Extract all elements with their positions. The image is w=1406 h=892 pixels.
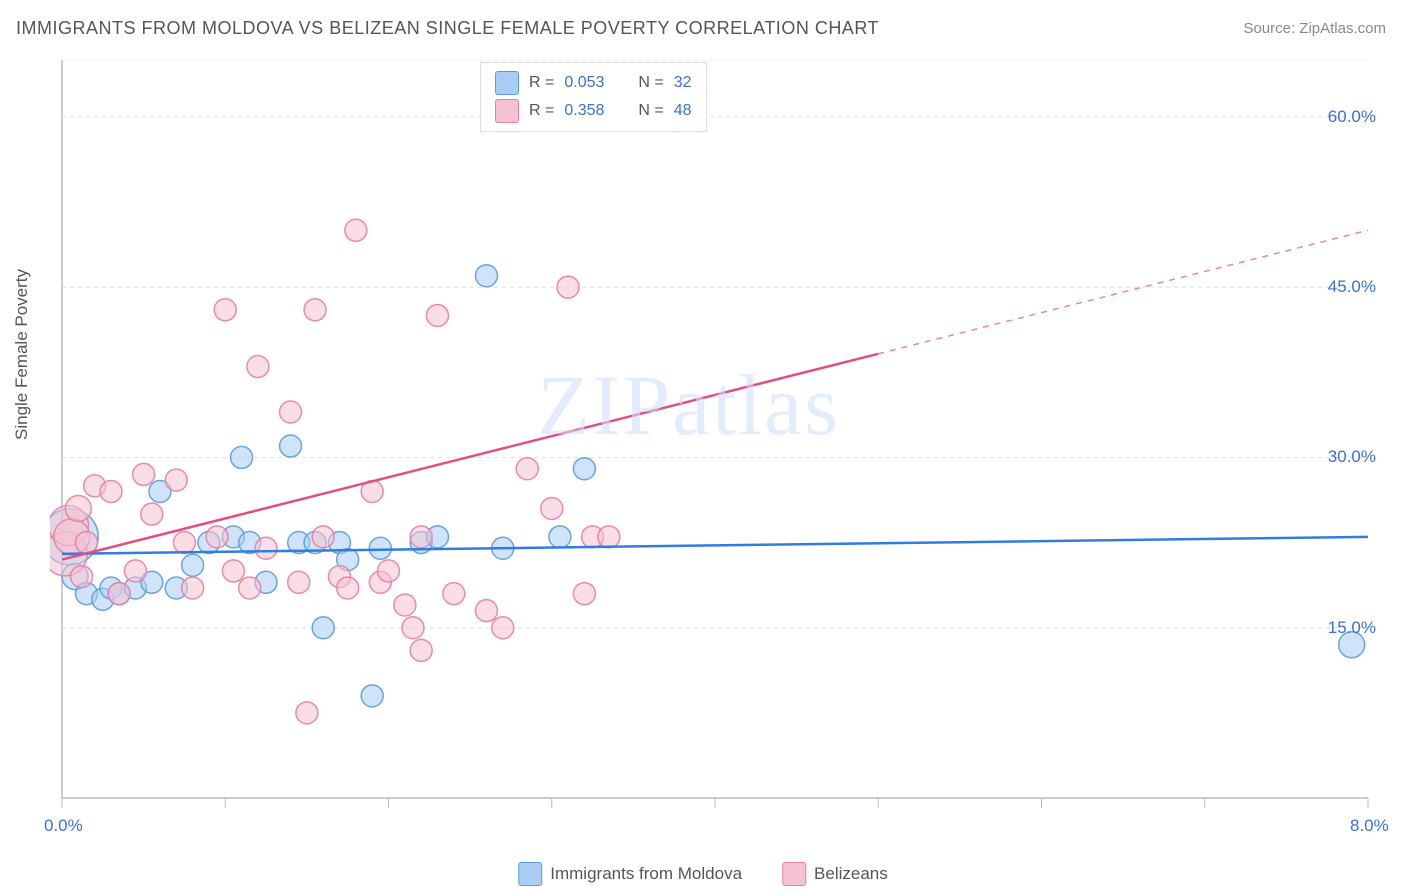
plot-area: ZIPatlas R =0.053N =32R =0.358N =48: [50, 60, 1380, 810]
y-tick-label: 60.0%: [1328, 107, 1376, 127]
n-label: N =: [638, 102, 663, 120]
y-tick-label: 45.0%: [1328, 277, 1376, 297]
r-value: 0.053: [564, 74, 604, 92]
r-label: R =: [529, 74, 554, 92]
legend-stat-row: R = 0.358 N = 48: [495, 97, 692, 125]
bottom-legend: Immigrants from Moldova Belizeans: [518, 862, 888, 886]
chart-title: IMMIGRANTS FROM MOLDOVA VS BELIZEAN SING…: [16, 18, 879, 39]
bottom-legend-label: Immigrants from Moldova: [550, 864, 742, 884]
legend-swatch: [518, 862, 542, 886]
legend-stat-row: R = 0.053 N = 32: [495, 69, 692, 97]
r-value: 0.358: [564, 102, 604, 120]
legend-swatch: [782, 862, 806, 886]
y-tick-label: 15.0%: [1328, 618, 1376, 638]
bottom-legend-item: Immigrants from Moldova: [518, 862, 742, 886]
x-tick-label: 8.0%: [1350, 816, 1389, 836]
y-tick-label: 30.0%: [1328, 447, 1376, 467]
n-value: 48: [674, 102, 692, 120]
r-label: R =: [529, 102, 554, 120]
n-label: N =: [638, 74, 663, 92]
plot-svg: [50, 60, 1380, 810]
bottom-legend-label: Belizeans: [814, 864, 888, 884]
stats-legend-box: R = 0.053 N = 32 R = 0.358 N = 48: [480, 62, 707, 132]
bottom-legend-item: Belizeans: [782, 862, 888, 886]
x-tick-label: 0.0%: [44, 816, 83, 836]
chart-container: IMMIGRANTS FROM MOLDOVA VS BELIZEAN SING…: [0, 0, 1406, 892]
legend-swatch: [495, 99, 519, 123]
source-label: Source: ZipAtlas.com: [1243, 20, 1386, 37]
legend-swatch: [495, 71, 519, 95]
y-axis-label: Single Female Poverty: [12, 269, 32, 440]
n-value: 32: [674, 74, 692, 92]
